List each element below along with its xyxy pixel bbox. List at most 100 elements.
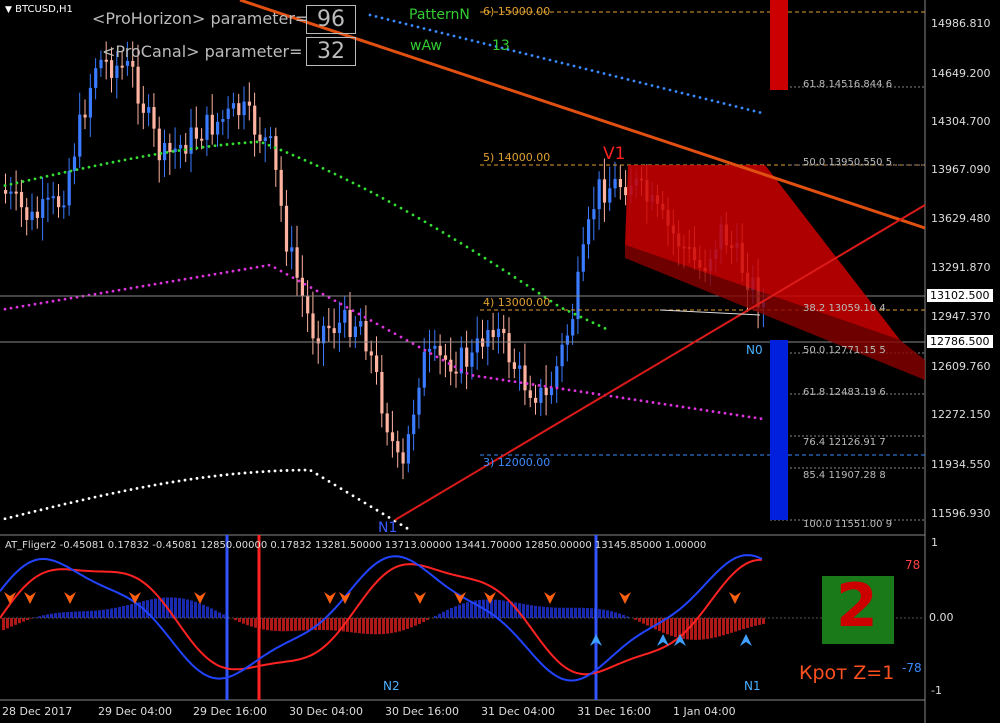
candle-body bbox=[560, 344, 564, 367]
histogram-bar bbox=[278, 618, 281, 632]
histogram-bar bbox=[534, 605, 537, 618]
ma-magenta-dot bbox=[237, 268, 241, 272]
candle-body bbox=[502, 328, 506, 334]
candle-body bbox=[422, 351, 426, 388]
ma-magenta-dot bbox=[741, 414, 745, 418]
histogram-bar bbox=[478, 599, 481, 618]
prohorizon-value[interactable]: 96 bbox=[306, 5, 356, 34]
ma-magenta-dot bbox=[483, 375, 487, 379]
ma-white-dot bbox=[285, 469, 289, 472]
ma-white-dot bbox=[147, 484, 151, 488]
ma-white-dot bbox=[327, 480, 331, 483]
ma-magenta-dot bbox=[357, 312, 361, 316]
level-6-label: 6) 15000.00 bbox=[483, 5, 551, 18]
candle-body bbox=[4, 190, 8, 194]
histogram-bar bbox=[462, 603, 465, 618]
candle-body bbox=[194, 127, 198, 139]
ma-white-dot bbox=[177, 479, 181, 483]
ma-blue-dot bbox=[434, 30, 438, 33]
ma-green-dot bbox=[21, 180, 25, 183]
ma-magenta-dot bbox=[447, 362, 451, 365]
ma-white-dot bbox=[171, 480, 175, 484]
dropdown-triangle-icon[interactable]: ▼ bbox=[5, 5, 12, 15]
ma-magenta-dot bbox=[585, 391, 589, 394]
histogram-bar bbox=[190, 600, 193, 618]
ma-green-dot bbox=[579, 315, 583, 319]
histogram-bar bbox=[262, 618, 265, 630]
ma-green-dot bbox=[399, 206, 403, 210]
ma-magenta-dot bbox=[351, 309, 355, 313]
histogram-bar bbox=[130, 604, 133, 618]
ma-magenta-dot bbox=[369, 319, 373, 322]
ma-magenta-dot bbox=[393, 332, 397, 336]
ma-magenta-dot bbox=[213, 272, 217, 276]
histogram-bar bbox=[286, 618, 289, 632]
histogram-bar bbox=[642, 618, 645, 624]
procanal-value[interactable]: 32 bbox=[306, 37, 356, 66]
ma-magenta-dot bbox=[279, 269, 283, 273]
small-line bbox=[659, 309, 761, 316]
histogram-bar bbox=[698, 618, 701, 640]
ma-blue-dot bbox=[392, 19, 396, 23]
pattern-label: PatternN bbox=[409, 7, 470, 23]
histogram-bar bbox=[674, 618, 677, 637]
ma-magenta-dot bbox=[639, 399, 643, 403]
histogram-bar bbox=[710, 618, 713, 639]
histogram-bar bbox=[410, 618, 413, 628]
indicator-histogram bbox=[2, 597, 765, 640]
ma-white-dot bbox=[75, 499, 79, 503]
ma-white-dot bbox=[375, 508, 379, 512]
indicator-level-neg: -78 bbox=[902, 661, 922, 675]
histogram-bar bbox=[354, 618, 357, 633]
histogram-bar bbox=[350, 618, 353, 633]
symbol-title-text: BTCUSD,H1 bbox=[15, 4, 73, 15]
ma-blue-dot bbox=[512, 49, 516, 53]
ma-blue-dot bbox=[422, 27, 426, 30]
ma-white-dot bbox=[201, 476, 205, 479]
histogram-bar bbox=[246, 618, 249, 626]
ma-white-dot bbox=[345, 490, 349, 494]
histogram-bar bbox=[590, 608, 593, 618]
ma-green-dot bbox=[33, 177, 37, 181]
candle-body bbox=[327, 325, 331, 329]
ma-blue-dot bbox=[644, 82, 648, 86]
histogram-bar bbox=[494, 599, 497, 618]
ma-magenta-dot bbox=[291, 276, 295, 280]
candle-body bbox=[459, 347, 463, 374]
candle-body bbox=[624, 187, 628, 196]
fib-label: 76.4 12126.91 7 bbox=[803, 437, 886, 448]
candle-body bbox=[443, 355, 448, 360]
ma-magenta-dot bbox=[363, 315, 367, 319]
ma-blue-dot bbox=[452, 34, 456, 38]
candle-body bbox=[592, 209, 596, 220]
time-tick: 29 Dec 16:00 bbox=[193, 705, 267, 718]
candle-body bbox=[369, 351, 373, 356]
ma-magenta-dot bbox=[261, 264, 265, 268]
ma-blue-dot bbox=[632, 79, 636, 83]
ma-green-dot bbox=[63, 170, 67, 174]
ma-white-dot bbox=[237, 472, 241, 475]
ma-magenta-dot bbox=[231, 269, 235, 273]
ma-white-dot bbox=[291, 468, 295, 472]
ma-blue-dot bbox=[428, 28, 432, 32]
histogram-bar bbox=[734, 618, 737, 632]
channel-fill-upper bbox=[625, 165, 900, 340]
ma-blue-dot bbox=[506, 48, 510, 51]
ma-magenta-dot bbox=[435, 355, 439, 359]
histogram-bar bbox=[402, 618, 405, 631]
candle-body bbox=[613, 179, 617, 189]
candle-body bbox=[173, 148, 177, 153]
candle-body bbox=[258, 134, 262, 142]
candle-body bbox=[549, 387, 554, 396]
price-tick: 14986.810 bbox=[931, 17, 991, 30]
histogram-bar bbox=[214, 610, 217, 618]
candle-body bbox=[216, 121, 220, 135]
ma-white-dot bbox=[279, 469, 283, 473]
ma-magenta-dot bbox=[609, 394, 613, 398]
ma-white-dot bbox=[273, 469, 277, 473]
target-bar-red bbox=[770, 0, 788, 90]
ma-magenta-dot bbox=[555, 386, 559, 390]
ma-green-dot bbox=[99, 163, 103, 167]
ma-white-dot bbox=[213, 474, 217, 478]
